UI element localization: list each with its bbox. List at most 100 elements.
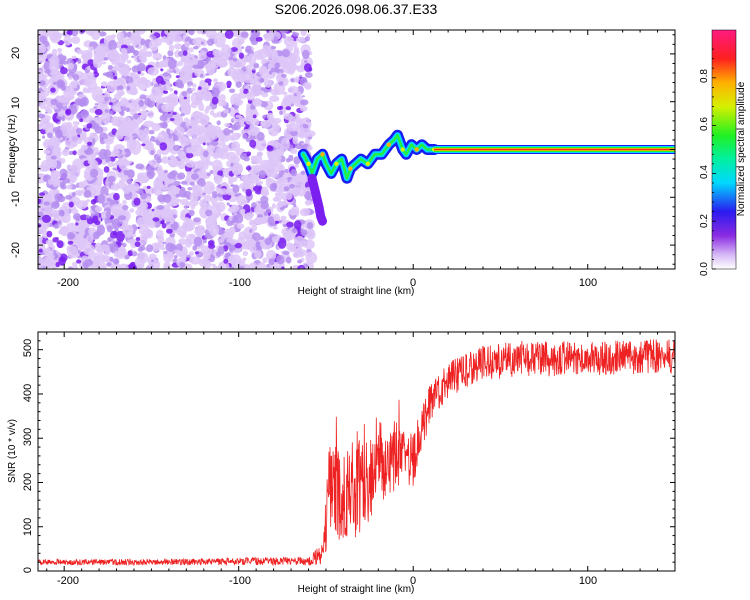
noise-speckle [68,201,74,208]
noise-speckle [205,30,217,39]
top-x-axis-label: Height of straight line (km) [298,286,415,297]
noise-speckle [235,114,242,119]
noise-speckle [122,200,127,205]
snr-y-tick-label: 200 [22,473,34,491]
noise-speckle [101,81,108,87]
noise-speckle [49,32,61,44]
noise-speckle [255,36,263,42]
noise-speckle [57,220,62,225]
noise-speckle [203,194,213,202]
noise-speckle [239,88,244,93]
noise-speckle [188,125,192,129]
colorbar-ticks [712,48,716,270]
noise-speckle [68,134,79,144]
noise-speckle [289,184,296,189]
noise-speckle [65,108,72,116]
noise-speckle [42,135,45,139]
noise-speckle [135,237,141,242]
noise-speckle [104,109,109,114]
noise-speckle [283,36,294,47]
noise-speckle [256,151,264,157]
snr-x-tick-label: 100 [579,575,597,587]
noise-speckle [52,237,59,243]
noise-speckle [105,71,114,78]
noise-speckle [206,142,210,146]
noise-speckle [304,72,313,78]
noise-speckle [132,136,137,140]
noise-speckle [217,238,224,243]
noise-speckle [193,236,203,247]
noise-speckle [177,158,181,162]
noise-speckle [238,52,244,59]
snr-x-tick-label: -100 [229,575,251,587]
noise-speckle [189,256,201,265]
noise-speckle [251,202,258,208]
noise-speckle [196,30,204,35]
noise-speckle [107,113,113,117]
noise-speckle [72,261,78,267]
noise-speckle [130,233,137,237]
noise-speckle [198,94,205,100]
noise-speckle [71,55,77,59]
carrier-hotspot [414,147,419,152]
noise-speckle [213,125,222,133]
noise-speckle [100,185,109,197]
noise-speckle [156,149,162,156]
noise-speckle [113,251,119,258]
noise-speckle [87,141,92,146]
noise-speckle [150,136,155,139]
noise-speckle [293,156,301,165]
snr-x-axis-label: Height of straight line (km) [298,584,415,595]
noise-speckle [70,80,79,87]
carrier-hotspot [386,142,391,147]
noise-speckle [300,30,307,37]
noise-speckle [241,46,245,49]
top-y-tick-label: 10 [10,97,22,109]
noise-speckle [137,113,142,116]
noise-speckle [201,82,207,87]
top-x-tick-label: 100 [579,277,597,289]
noise-speckle [223,128,231,136]
noise-speckle [112,218,121,230]
top-y-axis-label: Frequency (Hz) [7,115,18,184]
noise-speckle [135,105,141,112]
noise-speckle [178,96,183,101]
noise-speckle [182,50,188,56]
noise-speckle [292,137,299,145]
noise-speckle [78,181,85,189]
noise-speckle [57,133,61,137]
noise-speckle [60,67,68,75]
noise-speckle [257,48,268,60]
noise-speckle [238,38,245,45]
noise-speckle [89,252,101,260]
noise-speckle [281,228,291,235]
noise-speckle [268,63,274,67]
noise-speckle [170,243,177,250]
noise-speckle [70,174,77,183]
noise-speckle [109,238,114,241]
noise-speckle [127,250,133,257]
noise-speckle [177,172,186,180]
noise-speckle [170,192,177,198]
noise-speckle [105,211,112,219]
noise-speckle [107,175,116,183]
noise-speckle [297,187,306,197]
noise-speckle [299,105,308,112]
noise-speckle [42,87,48,91]
noise-speckle [285,256,292,264]
noise-speckle [250,104,256,110]
spectrogram-ticks [38,30,676,269]
noise-speckle [68,76,73,80]
noise-speckle [202,250,209,256]
noise-speckle [80,109,90,118]
noise-speckle [164,194,170,198]
noise-speckle [52,81,57,85]
snr-x-tick-label: 0 [410,575,416,587]
noise-speckle [152,36,157,40]
noise-speckle [242,133,248,140]
noise-speckle [245,48,250,53]
noise-speckle [192,245,198,251]
noise-speckle [38,223,42,228]
noise-speckle [282,95,293,108]
noise-speckle [195,99,200,104]
